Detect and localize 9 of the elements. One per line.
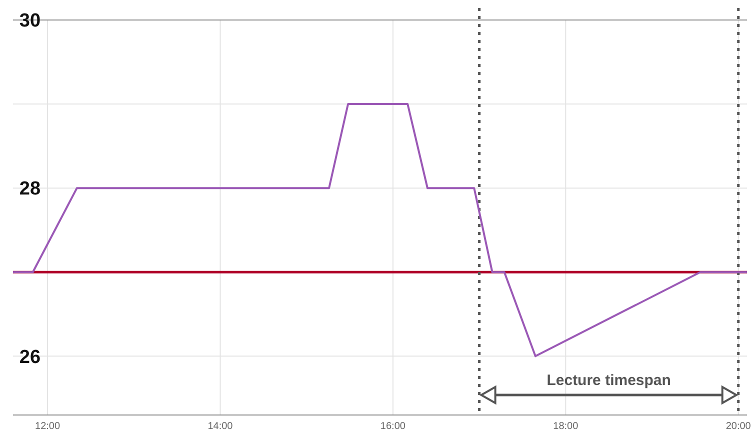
x-tick-label: 12:00 [35, 421, 60, 432]
y-tick-label: 26 [19, 346, 41, 368]
y-tick-label: 30 [19, 10, 41, 32]
x-tick-label: 20:00 [726, 421, 752, 432]
annotation: Lecture timespan [546, 372, 671, 389]
x-tick-label: 14:00 [208, 421, 234, 432]
x-tick-label: 16:00 [380, 421, 406, 432]
x-tick-label: 18:00 [553, 421, 579, 432]
y-tick-label: 28 [19, 178, 41, 200]
